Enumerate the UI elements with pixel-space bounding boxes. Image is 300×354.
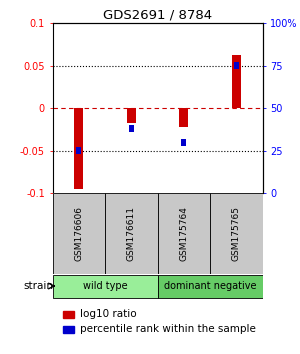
Bar <box>129 125 134 132</box>
Text: GSM176606: GSM176606 <box>74 206 83 261</box>
Bar <box>234 62 239 69</box>
Bar <box>179 108 188 127</box>
Text: GSM176611: GSM176611 <box>127 206 136 261</box>
Bar <box>181 139 186 145</box>
Bar <box>63 311 74 318</box>
Text: strain: strain <box>23 281 53 291</box>
Bar <box>76 147 81 154</box>
Title: GDS2691 / 8784: GDS2691 / 8784 <box>103 9 212 22</box>
Bar <box>52 275 158 298</box>
Bar <box>158 193 210 274</box>
Bar <box>210 193 262 274</box>
Text: GSM175764: GSM175764 <box>179 206 188 261</box>
Bar <box>127 108 136 124</box>
Bar <box>232 55 241 108</box>
Text: GSM175765: GSM175765 <box>232 206 241 261</box>
Bar <box>52 193 105 274</box>
Bar <box>158 275 262 298</box>
Bar <box>74 108 83 189</box>
Text: log10 ratio: log10 ratio <box>80 309 136 319</box>
Text: percentile rank within the sample: percentile rank within the sample <box>80 324 256 334</box>
Text: dominant negative: dominant negative <box>164 281 256 291</box>
Text: wild type: wild type <box>83 281 127 291</box>
Bar <box>105 193 158 274</box>
Bar <box>63 326 74 333</box>
